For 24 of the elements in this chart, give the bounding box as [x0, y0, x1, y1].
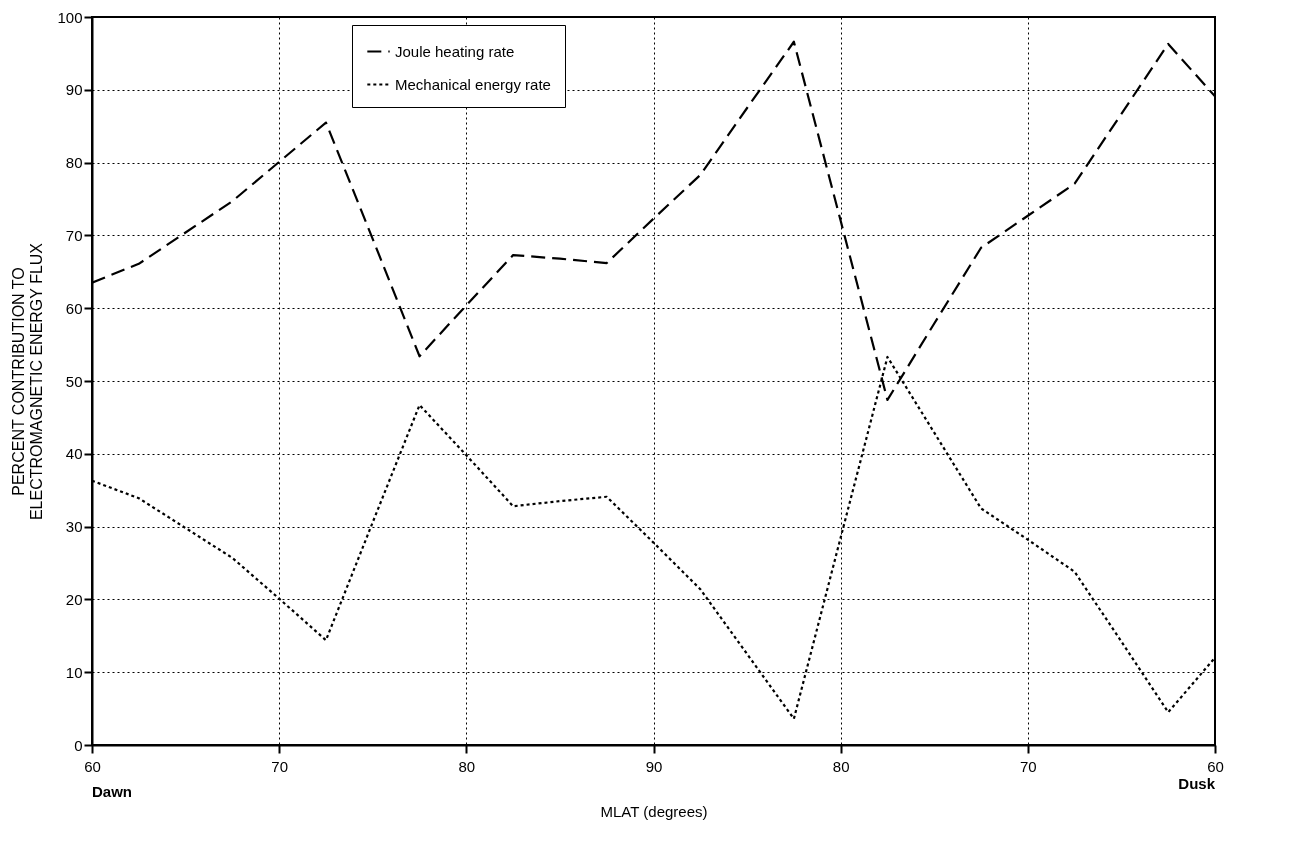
legend-label: Joule heating rate — [395, 42, 515, 60]
y-tick-label: 80 — [65, 154, 83, 172]
y-tick-label: 100 — [57, 8, 83, 26]
y-tick-label: 30 — [65, 518, 83, 536]
x-tick-label: 90 — [645, 757, 663, 775]
y-tick-label: 0 — [74, 736, 83, 754]
x-tick-label: 60 — [84, 757, 101, 775]
x-tick-label: 60 — [1207, 757, 1224, 775]
y-tick-label: 70 — [65, 226, 83, 244]
y-tick-label: 60 — [65, 299, 83, 317]
text: Dawn — [92, 783, 133, 800]
y-tick-label: 20 — [65, 590, 83, 608]
y-tick-label: 10 — [65, 663, 83, 681]
legend-label: Mechanical energy rate — [395, 75, 551, 93]
y-axis-title: PERCENT CONTRIBUTION TO ELECTROMAGNETIC ENERGY FLUX — [10, 242, 46, 521]
text: Dusk — [1178, 775, 1216, 792]
y-tick-label: 90 — [65, 81, 83, 99]
x-tick-label: 80 — [832, 757, 850, 775]
x-tick-label: 70 — [1019, 757, 1037, 775]
y-tick-label: 50 — [65, 372, 83, 390]
x-axis-title: MLAT (degrees) — [600, 802, 708, 820]
x-tick-label: 70 — [271, 757, 289, 775]
x-tick-label: 80 — [458, 757, 476, 775]
y-tick-label: 40 — [65, 445, 83, 463]
